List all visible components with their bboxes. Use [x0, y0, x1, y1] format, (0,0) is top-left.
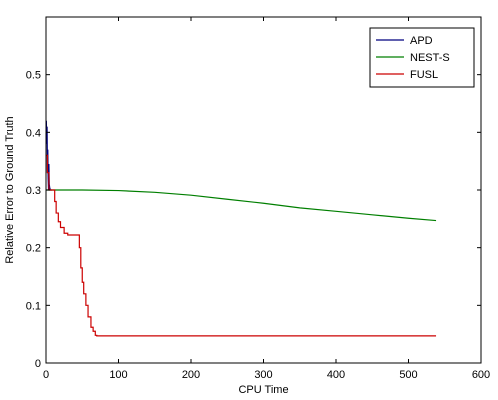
y-tick-label: 0.5 [26, 70, 41, 82]
y-tick-label: 0.4 [26, 127, 41, 139]
series-line-fusl [46, 154, 437, 337]
y-tick-label: 0 [35, 358, 41, 370]
x-tick-label: 500 [399, 369, 417, 381]
y-tick-label: 0.3 [26, 185, 41, 197]
x-tick-label: 600 [472, 369, 490, 381]
legend-label-apd: APD [410, 35, 433, 47]
y-axis: 0 0.1 0.2 0.3 0.4 0.5 [26, 70, 481, 370]
x-tick-label: 400 [327, 369, 345, 381]
y-tick-label: 0.1 [26, 300, 41, 312]
y-tick-label: 0.2 [26, 243, 41, 255]
legend: APD NEST-S FUSL [369, 27, 475, 88]
x-tick-label: 300 [254, 369, 272, 381]
x-axis-label: CPU Time [238, 384, 288, 396]
legend-label-fusl: FUSL [410, 69, 438, 81]
series-line-nest-s [46, 189, 437, 222]
y-axis-label: Relative Error to Ground Truth [4, 116, 16, 263]
x-tick-label: 0 [43, 369, 49, 381]
series-layer [45, 120, 437, 337]
x-axis: 0 100 200 300 400 500 600 [43, 17, 490, 381]
x-tick-label: 200 [182, 369, 200, 381]
legend-label-nest-s: NEST-S [410, 52, 450, 64]
x-tick-label: 100 [109, 369, 127, 381]
